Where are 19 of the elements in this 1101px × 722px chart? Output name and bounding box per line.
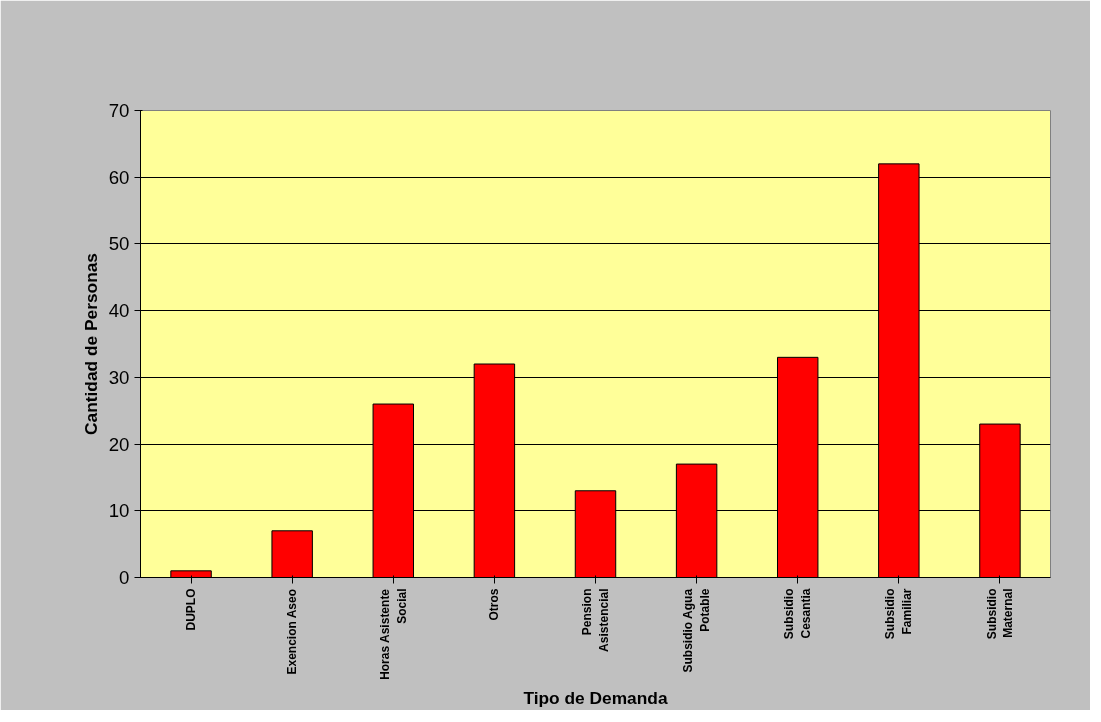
x-tick-label: Horas Asistente Social [377,588,409,680]
x-tick-label: Subsidio Maternal [984,588,1016,640]
x-tick-label: Subsidio Cesantia [782,588,814,640]
y-tick-label: 20 [108,433,130,455]
y-tick-label: 0 [119,567,130,588]
y-tick-label: 60 [108,166,130,188]
y-tick-label: 10 [108,500,130,522]
x-tick-label: Subsidio Agua Potable [681,588,713,673]
y-tick-label: 50 [108,233,130,255]
y-tick-label: 30 [108,366,130,388]
x-tick-label: Exencion Aseo [285,588,300,675]
x-tick-label: Subsidio Familiar [883,588,915,640]
x-tick-label: DUPLO [184,588,199,631]
x-tick-label: Otros [487,588,502,621]
y-axis-title: Cantidad de Personas [80,253,101,435]
y-tick-label: 40 [108,300,130,322]
y-tick-label: 70 [108,100,130,121]
x-axis-title: Tipo de Demanda [523,687,668,708]
x-tick-label: Pension Asistencial [580,588,611,652]
